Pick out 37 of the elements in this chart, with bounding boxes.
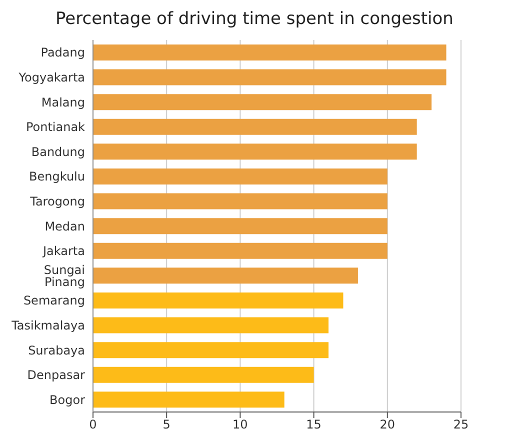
bar <box>93 168 388 184</box>
y-tick-label: Surabaya <box>28 343 85 358</box>
y-tick-label: Pontianak <box>26 120 86 134</box>
bar <box>93 292 344 308</box>
bar <box>93 317 329 334</box>
y-tick-label: Tarogong <box>29 194 85 208</box>
y-tick-label: Sungai Pinang <box>44 262 85 289</box>
bar <box>93 392 284 408</box>
y-tick-label: Semarang <box>23 294 85 308</box>
bar <box>93 44 446 60</box>
bar <box>93 342 329 358</box>
x-tick-label: 20 <box>380 418 396 432</box>
bar <box>93 144 417 160</box>
x-tick-label: 5 <box>162 418 170 432</box>
y-tick-label: Tasikmalaya <box>10 318 85 332</box>
x-tick-label: 0 <box>89 418 97 432</box>
bar <box>93 242 388 259</box>
y-tick-label: Padang <box>40 46 85 60</box>
bar <box>93 69 446 86</box>
y-tick-label: Bengkulu <box>29 170 85 184</box>
y-tick-label: Jakarta <box>42 244 85 258</box>
bar <box>93 118 417 135</box>
x-tick-label: 10 <box>232 418 248 432</box>
y-tick-label: Yogyakarta <box>18 70 85 84</box>
y-tick-label: Malang <box>41 95 85 110</box>
bar <box>93 366 314 383</box>
bar <box>93 218 388 234</box>
y-tick-label: Denpasar <box>27 368 86 382</box>
x-tick-label: 15 <box>306 418 322 432</box>
chart-title: Percentage of driving time spent in congestion <box>54 8 454 31</box>
y-tick-label: Bandung <box>31 144 85 159</box>
y-tick-label: Medan <box>44 219 85 234</box>
y-tick-label: Bogor <box>50 392 86 407</box>
bar <box>93 268 358 284</box>
x-tick-label: 25 <box>453 418 469 432</box>
bar <box>93 193 388 210</box>
bar <box>93 94 432 110</box>
